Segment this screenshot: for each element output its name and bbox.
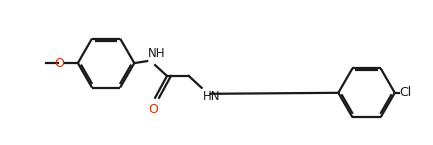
Text: Cl: Cl [400, 86, 412, 99]
Text: O: O [54, 57, 64, 70]
Text: O: O [148, 103, 158, 116]
Text: HN: HN [203, 90, 220, 103]
Text: NH: NH [148, 47, 166, 60]
